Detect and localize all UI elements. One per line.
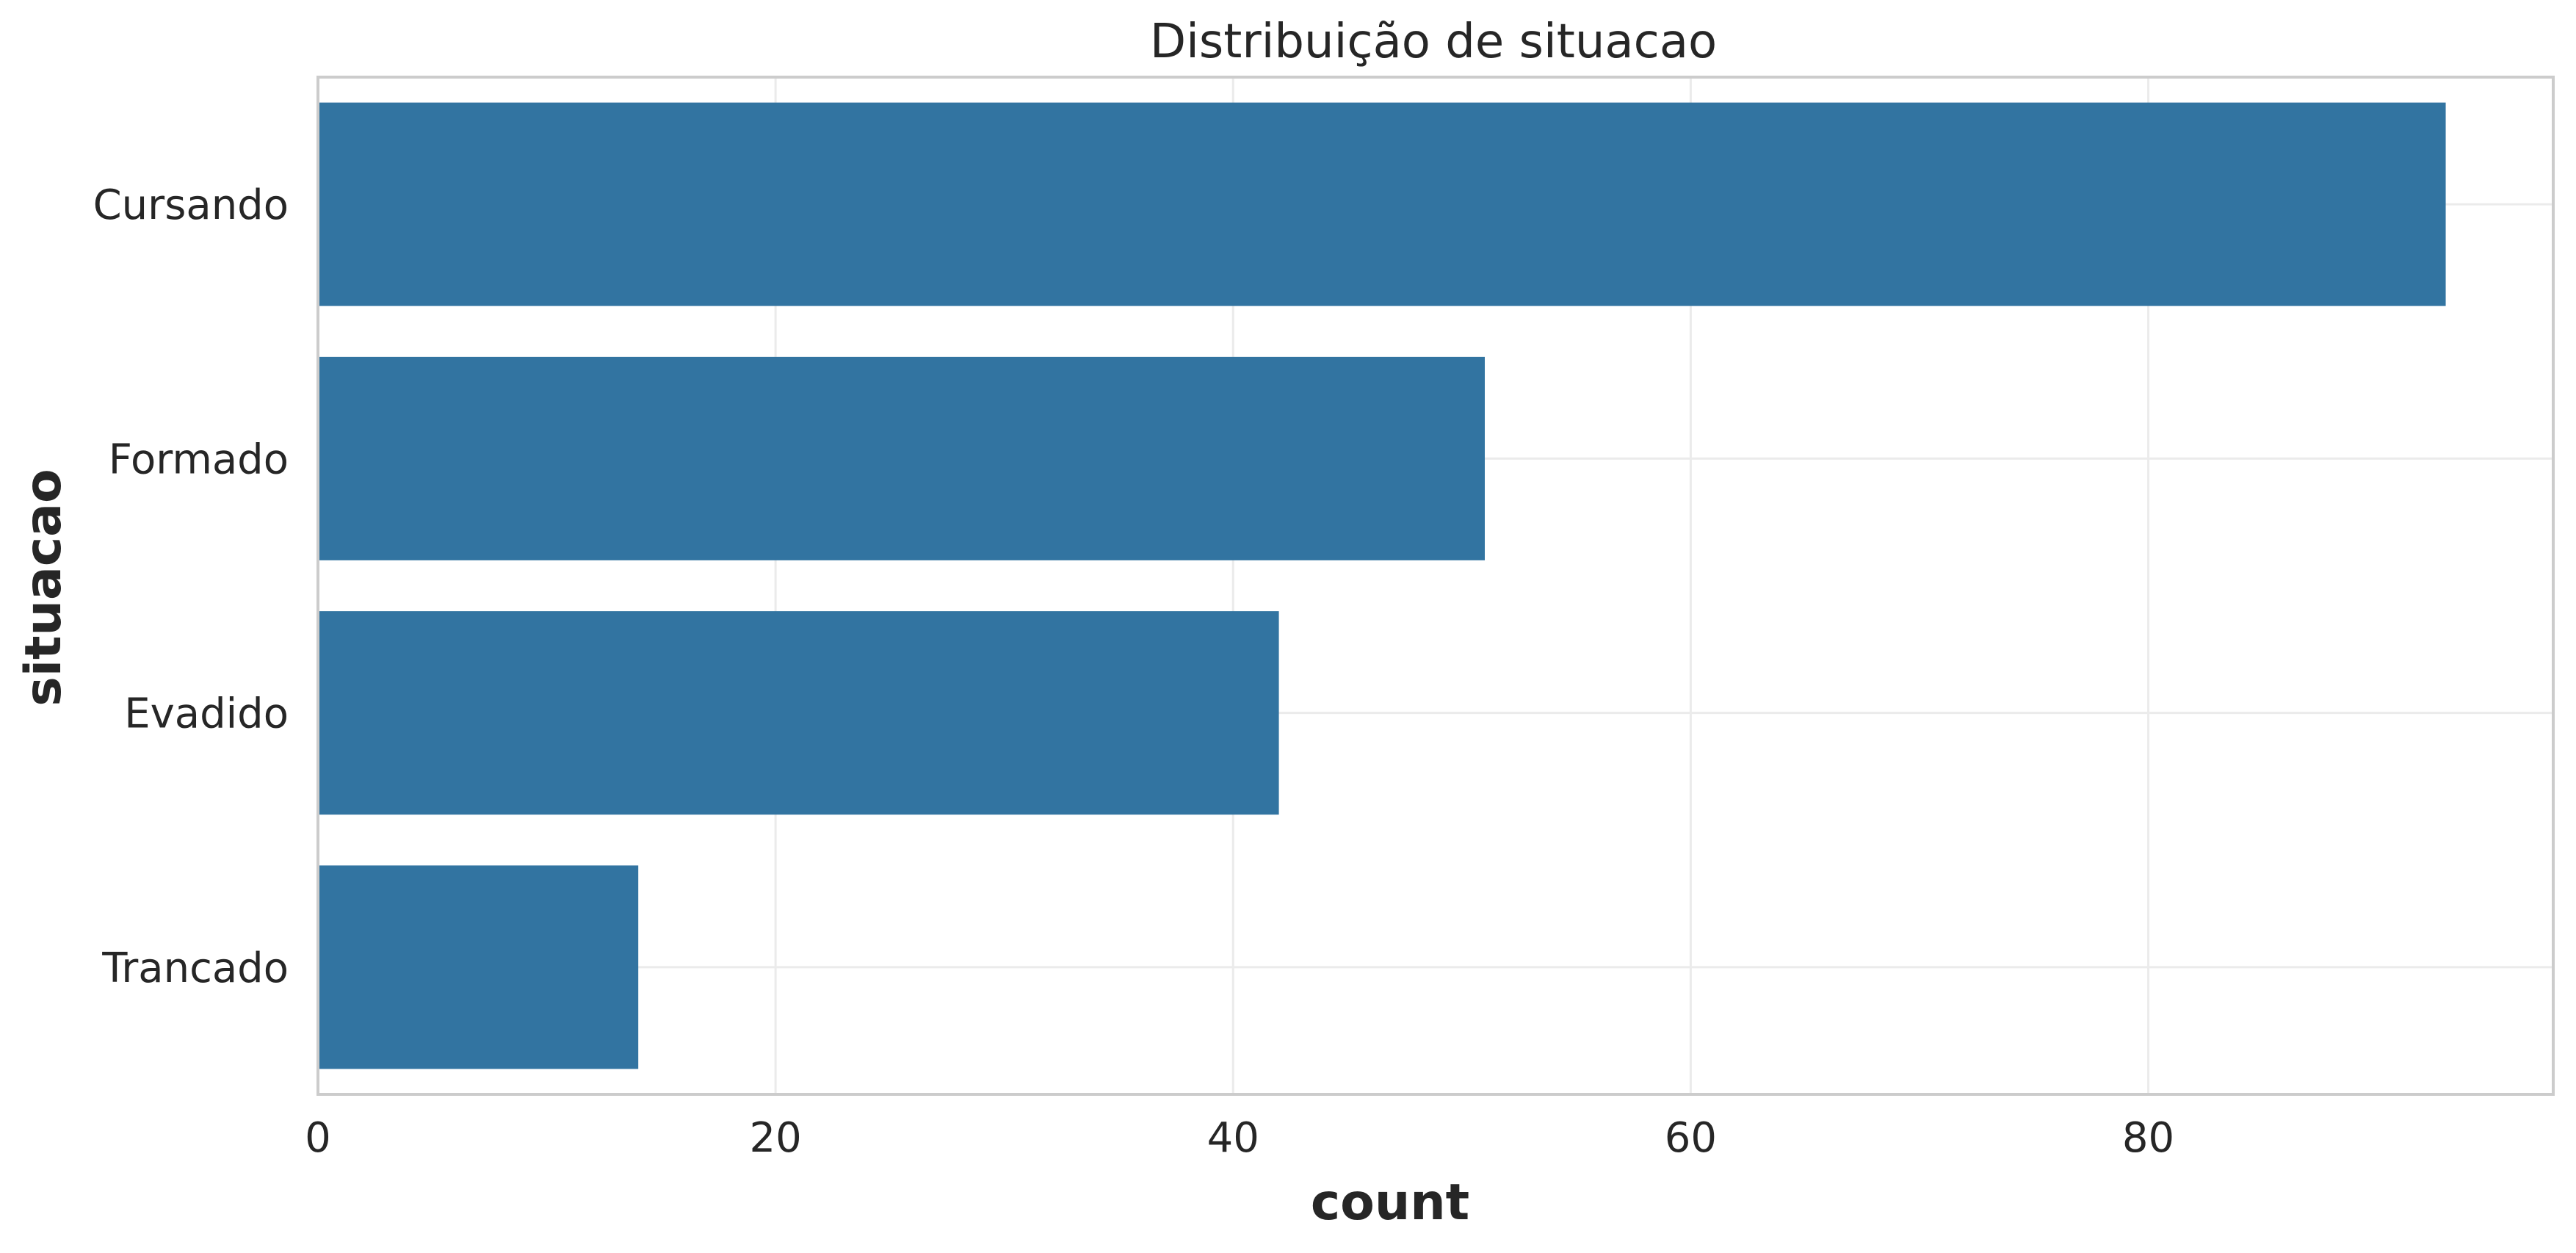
- x-tick-label: 0: [305, 1114, 331, 1162]
- ticks: 0 20 40 60 80 Cursando Formado Evadido Trancado: [93, 181, 2175, 1162]
- x-axis-label: count: [1311, 1174, 1469, 1232]
- bar-formado: [318, 356, 1485, 560]
- bars: [318, 102, 2446, 1069]
- x-tick-label: 80: [2122, 1114, 2174, 1162]
- bar-trancado: [318, 865, 639, 1069]
- chart-title: Distribuição de situacao: [1150, 15, 1717, 69]
- y-tick-label: Formado: [109, 436, 289, 483]
- y-axis-label: situacao: [15, 469, 73, 707]
- y-tick-label: Cursando: [93, 181, 289, 229]
- bar-evadido: [318, 611, 1279, 815]
- bar-cursando: [318, 102, 2446, 306]
- y-tick-label: Evadido: [124, 690, 289, 738]
- x-tick-label: 60: [1665, 1114, 1717, 1162]
- x-tick-label: 40: [1207, 1114, 1259, 1162]
- x-tick-label: 20: [749, 1114, 801, 1162]
- y-tick-label: Trancado: [101, 945, 289, 992]
- plot-frame: [316, 76, 2555, 1096]
